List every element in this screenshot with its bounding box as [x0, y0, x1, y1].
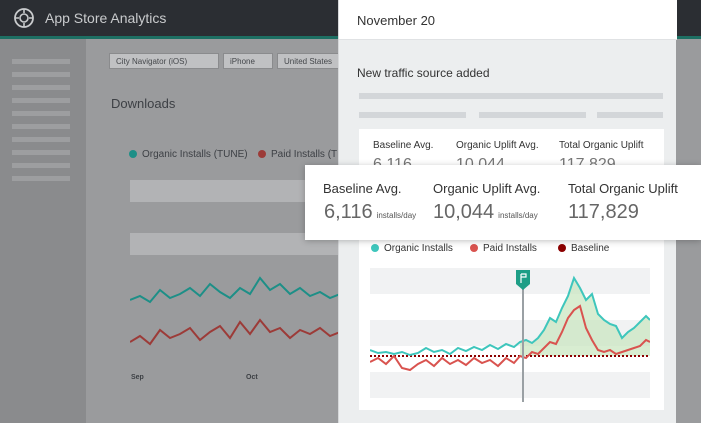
callout-value: 6,116	[324, 201, 373, 223]
callout-unit: installs/day	[498, 211, 538, 220]
sidebar-item[interactable]	[12, 111, 70, 116]
sidebar-item[interactable]	[12, 98, 70, 103]
app-title: App Store Analytics	[45, 10, 167, 26]
sidebar-item[interactable]	[12, 85, 70, 90]
stat-label: Total Organic Uplift	[559, 140, 644, 151]
sidebar-item[interactable]	[12, 137, 70, 142]
callout-value-uplift: 10,044 installs/day	[433, 201, 538, 224]
organic-dot-icon	[371, 244, 379, 252]
bg-paid-line	[130, 318, 340, 346]
legend-label: Baseline	[571, 243, 610, 254]
background-chart	[130, 276, 340, 346]
x-axis-label: Oct	[246, 374, 258, 381]
legend-organic: Organic Installs (TUNE)	[129, 149, 248, 160]
installs-chart[interactable]	[370, 268, 650, 402]
placeholder-line	[359, 112, 466, 118]
callout-label: Baseline Avg.	[323, 181, 402, 196]
uplift-area	[520, 278, 650, 356]
sidebar-item[interactable]	[12, 124, 70, 129]
panel-header: November 20	[339, 0, 677, 40]
callout-value: 117,829	[568, 201, 639, 223]
sidebar-item[interactable]	[12, 163, 70, 168]
organic-installs-line	[370, 275, 650, 357]
legend-label: Organic Installs (TUNE)	[142, 149, 248, 160]
callout-value-total: 117,829	[568, 201, 639, 224]
stat-label: Organic Uplift Avg.	[456, 140, 539, 151]
organic-dot-icon	[129, 150, 137, 158]
sidebar-item[interactable]	[12, 176, 70, 181]
sidebar-item[interactable]	[12, 59, 70, 64]
sidebar	[0, 39, 86, 423]
legend-paid: Paid Installs (T	[258, 149, 337, 160]
paid-dot-icon	[470, 244, 478, 252]
section-title: Downloads	[111, 96, 176, 111]
legend-baseline: Baseline	[558, 243, 609, 254]
paid-installs-line	[370, 304, 650, 372]
paid-dot-icon	[258, 150, 266, 158]
callout-unit: installs/day	[376, 211, 417, 220]
legend-label: Paid Installs (T	[271, 149, 338, 160]
flag-glyph	[520, 273, 527, 283]
country-filter[interactable]: United States	[277, 53, 347, 69]
sidebar-item[interactable]	[12, 72, 70, 77]
stats-zoom-callout: Baseline Avg. Organic Uplift Avg. Total …	[305, 165, 701, 240]
callout-label: Total Organic Uplift	[568, 181, 678, 196]
callout-label: Organic Uplift Avg.	[433, 181, 541, 196]
event-title: New traffic source added	[357, 66, 490, 80]
legend-paid-installs: Paid Installs	[470, 243, 537, 254]
legend-label: Organic Installs	[384, 243, 453, 254]
x-axis-label: Sep	[131, 374, 144, 381]
app-filter[interactable]: City Navigator (iOS)	[109, 53, 219, 69]
placeholder-line	[479, 112, 586, 118]
placeholder-line	[359, 93, 663, 99]
event-date: November 20	[357, 13, 436, 28]
callout-value: 10,044	[433, 201, 495, 223]
callout-value-baseline: 6,116 installs/day	[324, 201, 416, 224]
sidebar-item[interactable]	[12, 150, 70, 155]
stat-label: Baseline Avg.	[373, 140, 434, 151]
placeholder-line	[597, 112, 663, 118]
device-filter[interactable]: iPhone	[223, 53, 273, 69]
legend-organic-installs: Organic Installs	[371, 243, 453, 254]
legend-label: Paid Installs	[483, 243, 537, 254]
bg-organic-line	[130, 276, 340, 304]
baseline-dot-icon	[558, 244, 566, 252]
gear-chart-icon	[14, 8, 34, 28]
